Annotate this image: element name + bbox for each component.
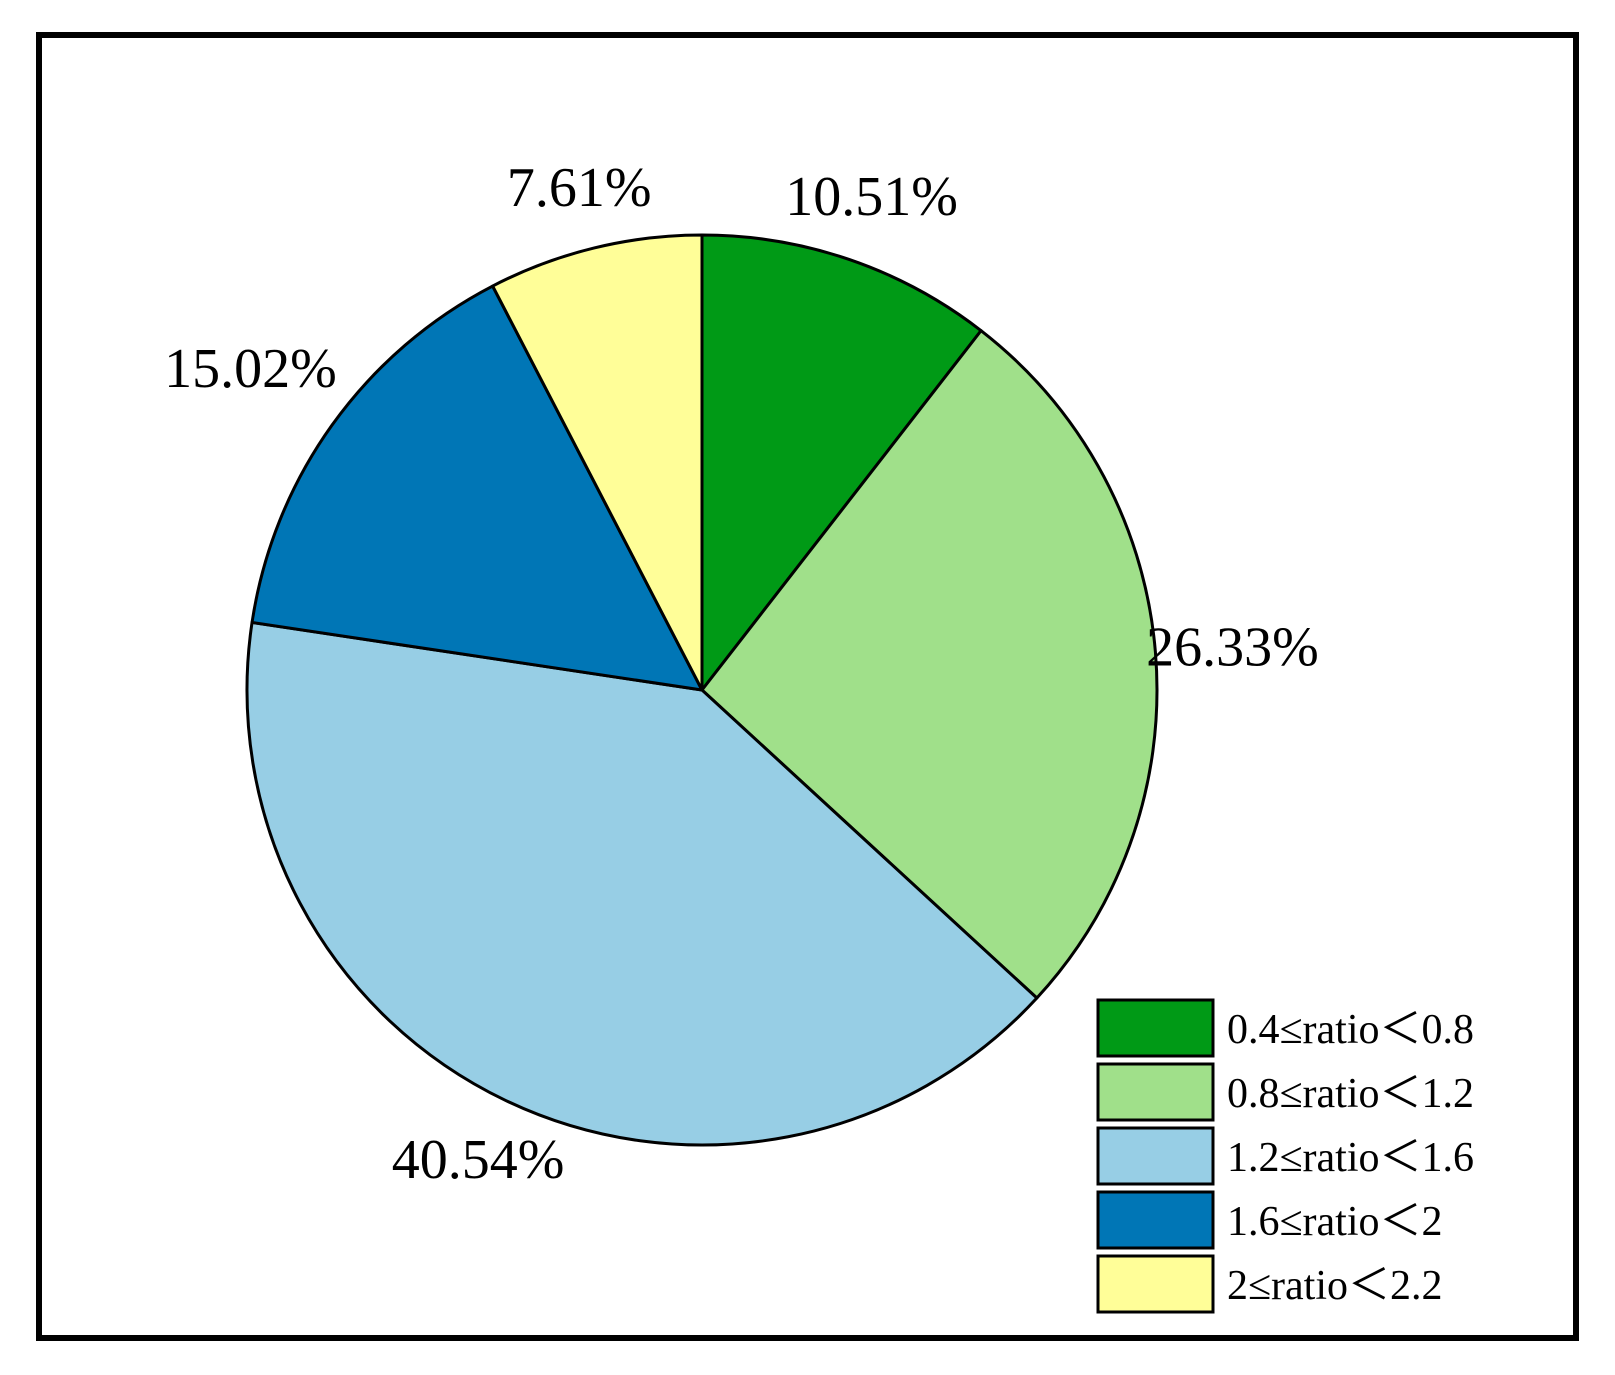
- pie-slice-3: [245, 620, 1039, 1147]
- pie-slice-5: [491, 233, 704, 692]
- slice-percentage-label: 10.51%: [785, 166, 958, 228]
- slice-percentage-label: 40.54%: [392, 1129, 565, 1191]
- slice-percentage-label: 7.61%: [507, 157, 652, 219]
- legend-label-4: 1.6≤ratio＜2: [1227, 1199, 1443, 1245]
- slice-percentage-label: 26.33%: [1146, 617, 1319, 679]
- legend-swatch-2: [1096, 1062, 1215, 1122]
- legend-label-3: 1.2≤ratio＜1.6: [1227, 1135, 1474, 1181]
- pie-slice-4: [250, 284, 704, 692]
- legend-swatch-4: [1096, 1190, 1215, 1250]
- legend-label-1: 0.4≤ratio＜0.8: [1227, 1007, 1474, 1053]
- pie-slice-2: [700, 329, 1159, 1000]
- pie-slices: [245, 233, 1159, 1147]
- percentage-labels: 10.51% 26.33% 40.54% 15.02% 7.61%: [164, 157, 1319, 1191]
- legend-swatch-3: [1096, 1126, 1215, 1186]
- legend-label-2: 0.8≤ratio＜1.2: [1227, 1071, 1474, 1117]
- legend-label-5: 2≤ratio＜2.2: [1227, 1263, 1443, 1309]
- slice-percentage-label: 15.02%: [164, 338, 337, 400]
- pie-slice-1: [700, 233, 983, 692]
- legend-swatch-1: [1096, 998, 1215, 1058]
- legend: 0.4≤ratio＜0.8 0.8≤ratio＜1.2 1.2≤ratio＜1.6 1…: [1096, 998, 1474, 1314]
- legend-swatch-5: [1096, 1254, 1215, 1314]
